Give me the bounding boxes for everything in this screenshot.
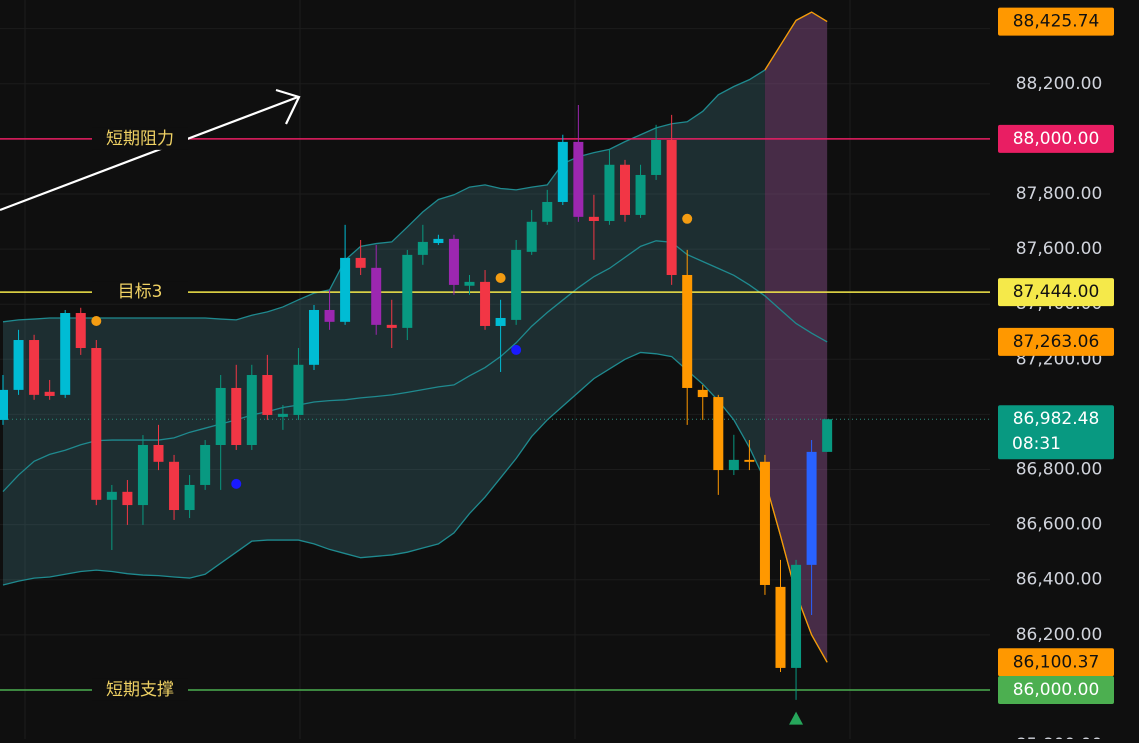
price-box bbox=[998, 648, 1114, 677]
candle-body bbox=[293, 364, 304, 415]
price-box-label: 88,000.00 bbox=[1013, 129, 1100, 149]
candle-body bbox=[355, 257, 366, 268]
candle-body bbox=[137, 444, 148, 506]
candle-body bbox=[75, 313, 86, 349]
level-text: 短期阻力 bbox=[106, 129, 174, 149]
candle-body bbox=[0, 389, 8, 420]
price-box-label: 87,444.00 bbox=[1013, 282, 1100, 302]
candle-body bbox=[728, 459, 739, 471]
signal-dot bbox=[231, 478, 242, 489]
candle-body bbox=[122, 491, 133, 506]
candle-body bbox=[480, 281, 491, 326]
price-box bbox=[998, 124, 1114, 153]
level-text-bg bbox=[92, 281, 188, 304]
candle-body bbox=[573, 141, 584, 217]
signal-triangle bbox=[789, 711, 804, 725]
candle-body bbox=[386, 324, 397, 328]
signal-dot bbox=[511, 344, 522, 355]
candle-body bbox=[200, 444, 211, 485]
price-box-label: 86,000.00 bbox=[1013, 680, 1100, 700]
candle-body bbox=[651, 139, 662, 175]
candle-body bbox=[713, 397, 724, 471]
trend-arrow-head bbox=[275, 88, 301, 125]
candle-body bbox=[215, 387, 226, 445]
candle-body bbox=[277, 413, 288, 417]
signal-dot bbox=[682, 213, 693, 224]
price-box bbox=[998, 327, 1114, 356]
candle-body bbox=[759, 461, 770, 585]
candle-body bbox=[309, 309, 319, 365]
y-tick-label: 87,600.00 bbox=[1016, 239, 1103, 259]
signal-dot bbox=[91, 316, 102, 327]
candle-body bbox=[44, 391, 55, 396]
candle-body bbox=[666, 139, 677, 275]
candle-body bbox=[153, 444, 164, 462]
price-box-label: 86,982.48 bbox=[1013, 409, 1100, 429]
price-box-label: 86,100.37 bbox=[1013, 652, 1100, 672]
candle-body bbox=[417, 241, 428, 255]
candle-body bbox=[682, 274, 693, 388]
band-line-highlight bbox=[764, 11, 828, 71]
level-text: 目标3 bbox=[118, 282, 163, 302]
y-tick-label: 86,600.00 bbox=[1016, 515, 1103, 535]
candle-body bbox=[13, 340, 24, 390]
candle-body bbox=[588, 216, 599, 221]
candle-body bbox=[184, 484, 195, 511]
candle-body bbox=[775, 586, 786, 668]
candle-body bbox=[464, 281, 475, 286]
candle-body bbox=[106, 491, 117, 500]
candle-body bbox=[791, 564, 802, 668]
candle-body bbox=[744, 459, 755, 462]
price-box bbox=[998, 278, 1114, 307]
candle-body bbox=[495, 317, 506, 326]
candle-body bbox=[822, 419, 833, 452]
price-box-label: 88,425.74 bbox=[1013, 12, 1100, 32]
candle-body bbox=[511, 249, 522, 320]
y-tick-label: 85,800.00 bbox=[1016, 735, 1103, 739]
candle-body bbox=[340, 257, 351, 322]
candle-body bbox=[806, 451, 817, 565]
candle-body bbox=[231, 387, 242, 445]
candle-body bbox=[697, 389, 708, 398]
candle-body bbox=[324, 309, 335, 322]
countdown: 08:31 bbox=[1012, 434, 1061, 454]
y-tick-label: 86,800.00 bbox=[1016, 460, 1103, 480]
candle-body bbox=[635, 174, 646, 215]
y-tick-label: 86,400.00 bbox=[1016, 570, 1103, 590]
candle-body bbox=[448, 238, 459, 285]
y-tick-label: 86,200.00 bbox=[1016, 625, 1103, 645]
signal-dot bbox=[495, 273, 506, 284]
band-line bbox=[2, 240, 828, 493]
candle-body bbox=[557, 141, 568, 202]
trend-arrow bbox=[0, 95, 299, 212]
candle-body bbox=[620, 164, 630, 215]
level-text-bg bbox=[92, 127, 188, 150]
candle-body bbox=[169, 461, 180, 511]
candle-body bbox=[542, 201, 553, 222]
band-line bbox=[2, 11, 828, 323]
price-box bbox=[998, 405, 1114, 460]
y-tick-label: 88,200.00 bbox=[1016, 74, 1103, 94]
price-box-label: 87,263.06 bbox=[1013, 332, 1100, 352]
candle-body bbox=[604, 164, 615, 221]
candle-body bbox=[402, 254, 413, 328]
candle-body bbox=[29, 340, 40, 395]
level-text: 短期支撑 bbox=[106, 680, 174, 700]
candle-body bbox=[246, 375, 257, 445]
candle-body bbox=[371, 267, 382, 325]
candle-body bbox=[60, 313, 71, 395]
price-box bbox=[998, 7, 1114, 36]
candle-body bbox=[526, 221, 537, 252]
candle-body bbox=[91, 348, 102, 500]
candle-body bbox=[262, 375, 273, 415]
y-tick-label: 87,800.00 bbox=[1016, 184, 1103, 204]
price-axis-bg bbox=[990, 0, 1139, 739]
candle-body bbox=[433, 238, 444, 244]
level-text-bg bbox=[92, 678, 188, 701]
price-box bbox=[998, 675, 1114, 704]
